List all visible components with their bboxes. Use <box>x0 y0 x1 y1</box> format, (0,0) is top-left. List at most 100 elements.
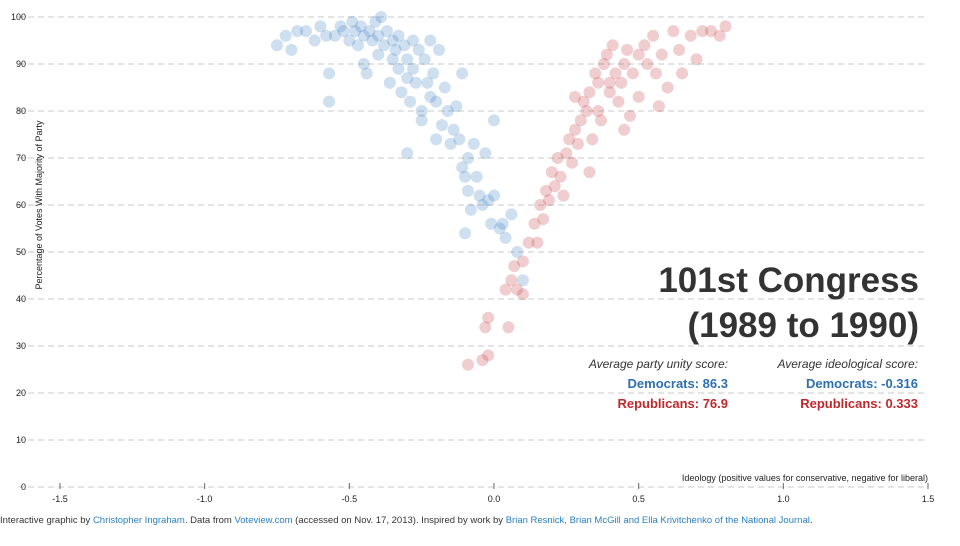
data-point[interactable] <box>638 39 651 52</box>
data-point[interactable] <box>337 25 350 38</box>
data-point[interactable] <box>482 311 495 324</box>
data-point[interactable] <box>378 39 391 52</box>
data-point[interactable] <box>534 199 547 211</box>
data-point[interactable] <box>415 114 428 127</box>
data-point[interactable] <box>476 199 489 211</box>
data-point[interactable] <box>453 133 466 146</box>
data-point[interactable] <box>586 133 599 146</box>
data-point[interactable] <box>401 53 414 66</box>
data-point[interactable] <box>488 189 500 202</box>
data-point[interactable] <box>554 170 567 183</box>
data-point[interactable] <box>485 217 498 230</box>
data-point[interactable] <box>574 114 587 127</box>
data-point[interactable] <box>595 114 608 127</box>
data-point[interactable] <box>372 29 385 42</box>
data-point[interactable] <box>412 43 425 56</box>
data-point[interactable] <box>569 123 582 136</box>
data-point[interactable] <box>401 147 414 160</box>
data-point[interactable] <box>528 217 541 230</box>
data-point[interactable] <box>323 67 336 80</box>
data-point[interactable] <box>444 137 457 150</box>
data-point[interactable] <box>372 48 385 61</box>
data-point[interactable] <box>430 133 443 146</box>
data-point[interactable] <box>461 184 474 197</box>
data-point[interactable] <box>650 67 663 80</box>
data-point[interactable] <box>537 213 550 226</box>
data-point[interactable] <box>392 29 405 42</box>
data-point[interactable] <box>357 58 370 70</box>
data-point[interactable] <box>360 67 373 80</box>
data-point[interactable] <box>424 34 437 47</box>
data-point[interactable] <box>516 255 529 268</box>
data-point[interactable] <box>609 67 622 80</box>
data-point[interactable] <box>597 58 610 70</box>
data-point[interactable] <box>618 58 631 70</box>
data-point[interactable] <box>433 43 446 56</box>
data-point[interactable] <box>623 109 636 122</box>
data-point[interactable] <box>363 25 376 38</box>
data-point[interactable] <box>705 25 717 38</box>
data-point[interactable] <box>450 100 463 113</box>
data-point[interactable] <box>438 81 451 94</box>
data-point[interactable] <box>398 39 411 52</box>
data-point[interactable] <box>271 39 283 52</box>
data-point[interactable] <box>383 76 396 89</box>
data-point[interactable] <box>652 100 665 113</box>
data-point[interactable] <box>334 20 347 33</box>
data-point[interactable] <box>430 95 443 108</box>
data-point[interactable] <box>343 34 356 47</box>
data-point[interactable] <box>719 20 732 33</box>
data-point[interactable] <box>314 20 327 33</box>
source-link[interactable]: Voteview.com <box>234 515 293 526</box>
data-point[interactable] <box>690 53 703 66</box>
data-point[interactable] <box>502 321 515 334</box>
data-point[interactable] <box>435 119 448 132</box>
data-point[interactable] <box>540 184 553 197</box>
data-point[interactable] <box>516 288 529 301</box>
data-point[interactable] <box>626 67 639 80</box>
data-point[interactable] <box>505 208 518 221</box>
data-point[interactable] <box>346 15 359 28</box>
data-point[interactable] <box>320 29 333 42</box>
data-point[interactable] <box>488 114 500 127</box>
author-link[interactable]: Christopher Ingraham <box>92 515 185 526</box>
inspired-link[interactable]: Brian Resnick, Brian McGill and Ella Kri… <box>505 515 810 526</box>
data-point[interactable] <box>531 236 544 249</box>
data-point[interactable] <box>615 76 628 89</box>
data-point[interactable] <box>389 43 402 56</box>
data-point[interactable] <box>308 34 321 47</box>
data-point[interactable] <box>583 86 596 99</box>
data-point[interactable] <box>603 76 616 89</box>
data-point[interactable] <box>404 95 417 108</box>
data-point[interactable] <box>482 194 495 207</box>
data-point[interactable] <box>499 231 512 244</box>
data-point[interactable] <box>406 62 419 75</box>
data-point[interactable] <box>459 170 472 183</box>
data-point[interactable] <box>661 81 674 94</box>
data-point[interactable] <box>511 246 524 258</box>
data-point[interactable] <box>655 48 668 61</box>
data-point[interactable] <box>470 170 483 183</box>
data-point[interactable] <box>415 105 428 117</box>
data-point[interactable] <box>566 156 579 169</box>
data-point[interactable] <box>493 222 506 235</box>
data-point[interactable] <box>461 152 474 164</box>
data-point[interactable] <box>349 25 362 38</box>
data-point[interactable] <box>696 25 709 38</box>
data-point[interactable] <box>406 34 419 47</box>
data-point[interactable] <box>612 95 625 108</box>
data-point[interactable] <box>366 34 379 47</box>
data-point[interactable] <box>392 62 405 75</box>
data-point[interactable] <box>516 274 529 287</box>
data-point[interactable] <box>418 53 431 66</box>
data-point[interactable] <box>505 274 518 287</box>
data-point[interactable] <box>563 133 576 146</box>
data-point[interactable] <box>476 354 489 367</box>
data-point[interactable] <box>386 34 399 47</box>
data-point[interactable] <box>557 189 570 202</box>
data-point[interactable] <box>522 236 535 249</box>
data-point[interactable] <box>323 95 336 108</box>
data-point[interactable] <box>676 67 689 80</box>
data-point[interactable] <box>352 39 365 52</box>
data-point[interactable] <box>482 349 495 362</box>
